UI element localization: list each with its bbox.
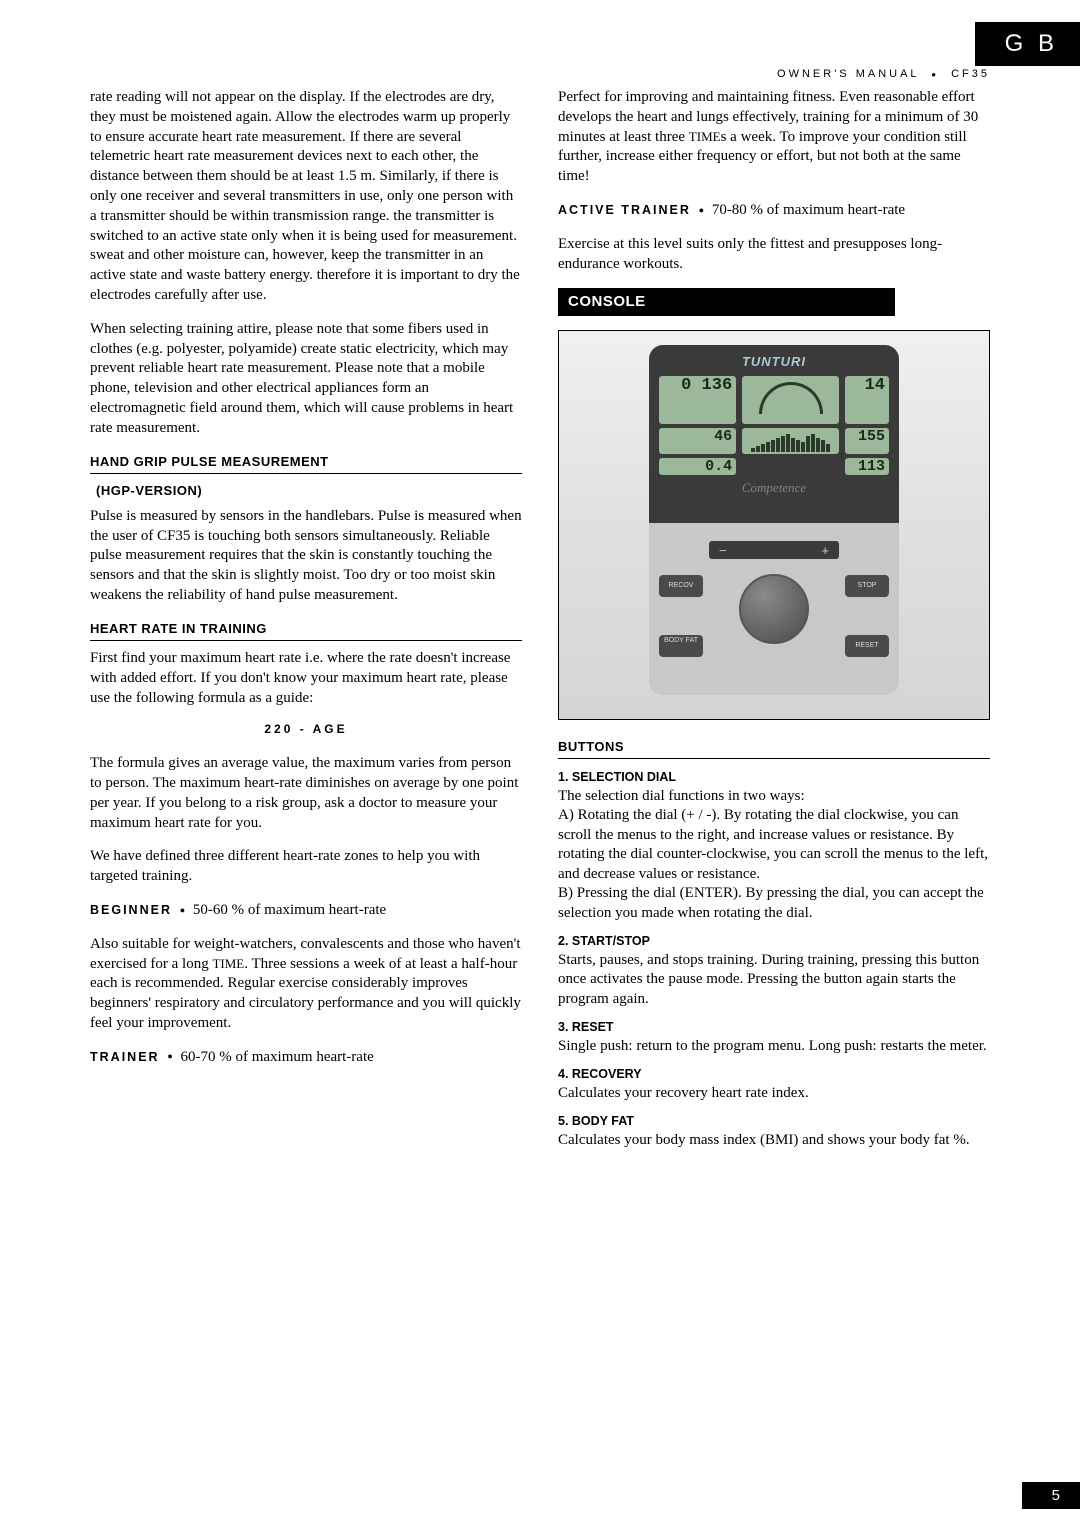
model-label: CF35 [951,68,990,80]
console-top-panel: TUNTURI 0 136 14 46 155 [649,345,899,523]
bar-chart [742,430,839,452]
lcd-dist: 0.4 [659,458,736,475]
button-title: 4. RECOVERY [558,1066,990,1083]
active-line: ACTIVE TRAINER ● 70-80 % of maximum hear… [558,201,990,221]
bar [761,444,765,452]
trainer-label: TRAINER [90,1050,160,1064]
para: Pulse is measured by sensors in the hand… [90,507,522,606]
header-line: OWNER'S MANUAL ● CF35 [777,68,990,80]
bar [796,440,800,452]
bodyfat-button[interactable]: BODY FAT [659,635,703,657]
bar [826,444,830,452]
recovery-button[interactable]: RECOV [659,575,703,597]
beginner-label: BEGINNER [90,903,172,917]
trainer-range: 60-70 % of maximum heart-rate [181,1049,374,1065]
manual-label: OWNER'S MANUAL [777,68,919,80]
bar [816,438,820,452]
dot-icon: ● [699,205,704,215]
button-title: 5. BODY FAT [558,1113,990,1130]
bar [786,434,790,452]
bar [791,438,795,452]
hgp-heading: HAND GRIP PULSE MEASUREMENT [90,453,522,474]
button-desc: The selection dial functions in two ways… [558,787,990,924]
console-image: TUNTURI 0 136 14 46 155 [558,330,990,720]
bar [781,436,785,452]
lcd-time: 0 136 [659,376,736,424]
right-column: Perfect for improving and maintaining fi… [558,88,990,1154]
hr-heading: HEART RATE IN TRAINING [90,620,522,641]
para: rate reading will not appear on the disp… [90,88,522,306]
active-range: 70-80 % of maximum heart-rate [712,202,905,218]
button-title: 3. RESET [558,1019,990,1036]
dot-icon: ● [167,1051,172,1061]
lcd-r3: 113 [845,458,889,475]
subbrand-label: Competence [659,479,889,496]
button-desc: Single push: return to the program menu.… [558,1037,990,1057]
button-title: 1. SELECTION DIAL [558,769,990,786]
console-section-heading: CONSOLE [558,288,895,316]
para: First find your maximum heart rate i.e. … [90,649,522,708]
stop-button[interactable]: STOP [845,575,889,597]
region-tab: G B [975,22,1080,66]
selection-dial[interactable] [739,574,809,644]
buttons-list: 1. SELECTION DIALThe selection dial func… [558,769,990,1150]
gauge-arc-icon [759,382,823,414]
bar [766,442,770,452]
reset-button[interactable]: RESET [845,635,889,657]
console-device: TUNTURI 0 136 14 46 155 [649,345,899,695]
active-label: ACTIVE TRAINER [558,203,691,217]
bar [751,448,755,452]
bar [811,434,815,452]
console-bottom-panel: −+ RECOV STOP BODY FAT RESET [649,523,899,695]
buttons-heading: BUTTONS [558,738,990,759]
button-desc: Calculates your recovery heart rate inde… [558,1084,990,1104]
beginner-range: 50-60 % of maximum heart-rate [193,902,386,918]
lcd-gauge [742,376,839,424]
bar [776,438,780,452]
trainer-line: TRAINER ● 60-70 % of maximum heart-rate [90,1048,522,1068]
hgp-subheading: (HGP-VERSION) [90,482,522,499]
bar [756,446,760,452]
lcd-r1: 14 [845,376,889,424]
dot-icon: ● [180,905,185,915]
formula: 220 - AGE [90,722,522,738]
bar [771,440,775,452]
bar [806,436,810,452]
para: Perfect for improving and maintaining fi… [558,88,990,187]
lcd-bars [742,428,839,454]
brand-label: TUNTURI [659,353,889,370]
button-desc: Starts, pauses, and stops training. Duri… [558,951,990,1010]
para: Exercise at this level suits only the fi… [558,235,990,275]
bar [801,442,805,452]
lcd-r2: 155 [845,428,889,454]
para: When selecting training attire, please n… [90,320,522,439]
bar [821,440,825,452]
page-number: 5 [1022,1482,1080,1509]
button-title: 2. START/STOP [558,933,990,950]
button-desc: Calculates your body mass index (BMI) an… [558,1131,990,1151]
beginner-line: BEGINNER ● 50-60 % of maximum heart-rate [90,901,522,921]
plus-minus-bar: −+ [709,541,839,559]
dot-icon: ● [931,70,939,79]
para: Also suitable for weight-watchers, conva… [90,935,522,1034]
lcd-cal: 46 [659,428,736,454]
content-area: rate reading will not appear on the disp… [90,88,990,1154]
left-column: rate reading will not appear on the disp… [90,88,522,1154]
para: The formula gives an average value, the … [90,754,522,833]
para: We have defined three different heart-ra… [90,847,522,887]
